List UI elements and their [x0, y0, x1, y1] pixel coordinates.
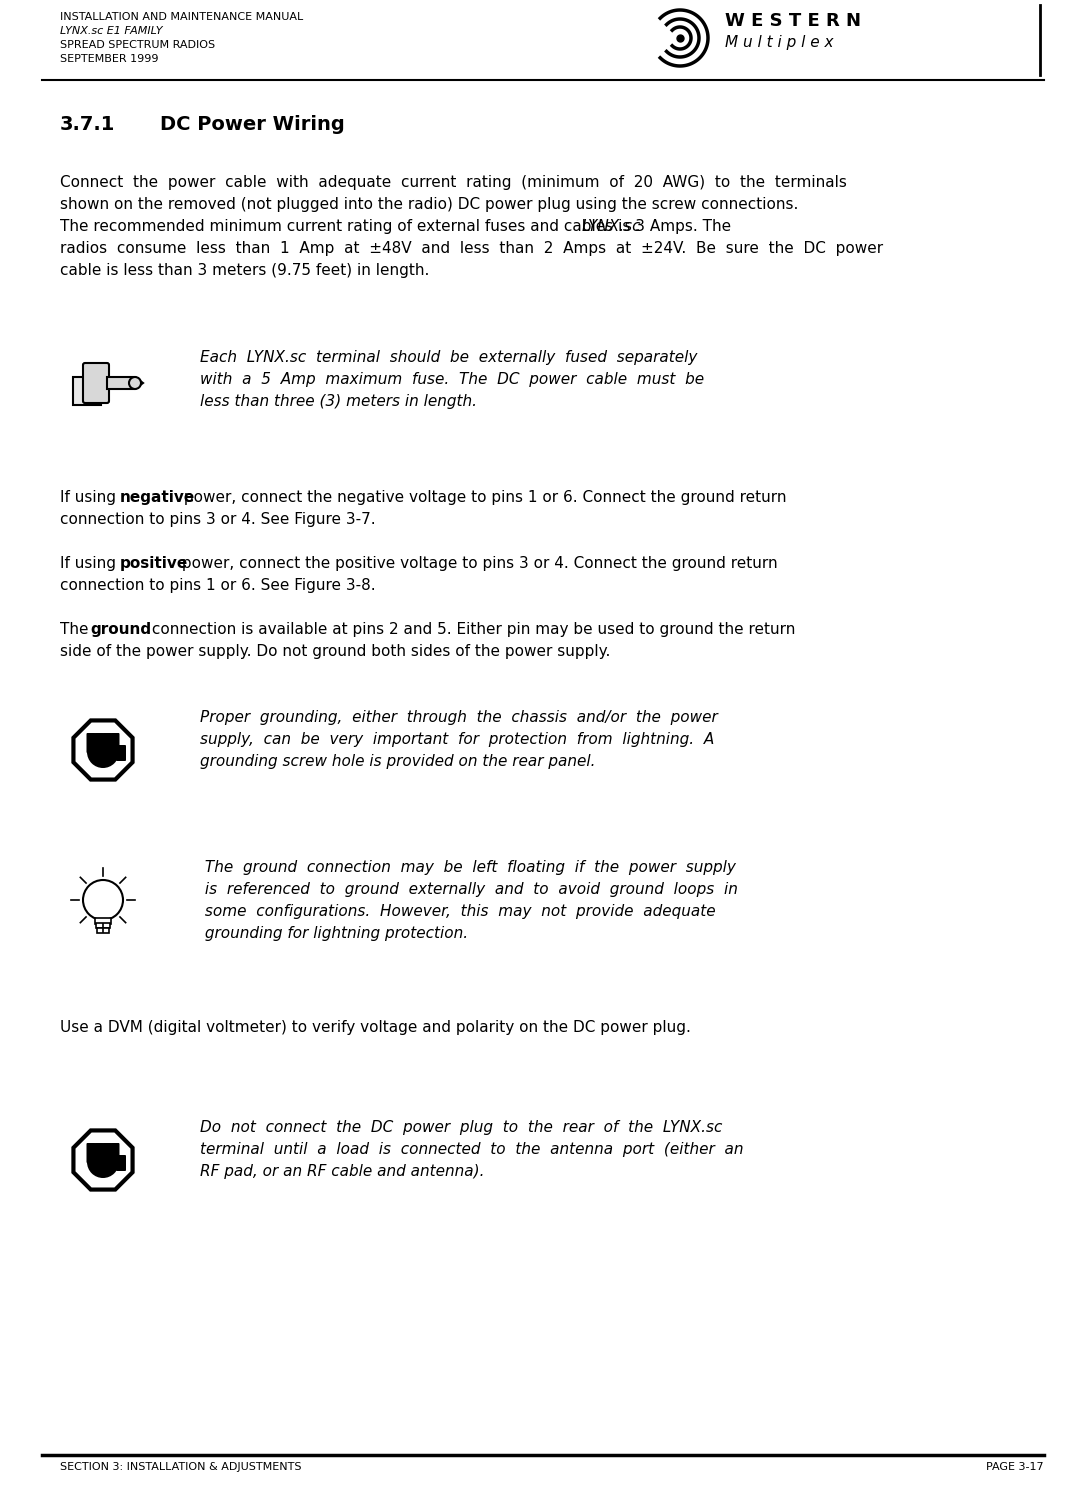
- Text: W E S T E R N: W E S T E R N: [725, 12, 861, 30]
- Text: SECTION 3: INSTALLATION & ADJUSTMENTS: SECTION 3: INSTALLATION & ADJUSTMENTS: [60, 1462, 302, 1472]
- Text: Use a DVM (digital voltmeter) to verify voltage and polarity on the DC power plu: Use a DVM (digital voltmeter) to verify …: [60, 1020, 691, 1035]
- FancyBboxPatch shape: [94, 733, 103, 757]
- Text: grounding for lightning protection.: grounding for lightning protection.: [200, 926, 468, 941]
- Text: SEPTEMBER 1999: SEPTEMBER 1999: [60, 54, 159, 64]
- FancyBboxPatch shape: [116, 745, 126, 761]
- Text: Proper  grounding,  either  through  the  chassis  and/or  the  power: Proper grounding, either through the cha…: [200, 711, 718, 726]
- Circle shape: [87, 736, 119, 767]
- FancyBboxPatch shape: [73, 377, 101, 405]
- Text: Each  LYNX.sc  terminal  should  be  externally  fused  separately: Each LYNX.sc terminal should be external…: [200, 350, 697, 365]
- Text: The: The: [60, 622, 93, 637]
- Text: DC Power Wiring: DC Power Wiring: [160, 115, 344, 135]
- Text: less than three (3) meters in length.: less than three (3) meters in length.: [200, 393, 477, 408]
- Text: negative: negative: [119, 491, 195, 506]
- FancyBboxPatch shape: [116, 1155, 126, 1171]
- Text: Do  not  connect  the  DC  power  plug  to  the  rear  of  the  LYNX.sc: Do not connect the DC power plug to the …: [200, 1121, 722, 1135]
- Text: Connect  the  power  cable  with  adequate  current  rating  (minimum  of  20  A: Connect the power cable with adequate cu…: [60, 175, 847, 190]
- Polygon shape: [74, 1131, 132, 1189]
- Text: INSTALLATION AND MAINTENANCE MANUAL: INSTALLATION AND MAINTENANCE MANUAL: [60, 12, 303, 22]
- FancyBboxPatch shape: [111, 1143, 119, 1161]
- Text: cable is less than 3 meters (9.75 feet) in length.: cable is less than 3 meters (9.75 feet) …: [60, 263, 429, 278]
- Text: shown on the removed (not plugged into the radio) DC power plug using the screw : shown on the removed (not plugged into t…: [60, 197, 798, 212]
- FancyBboxPatch shape: [94, 1143, 103, 1167]
- FancyBboxPatch shape: [97, 928, 109, 934]
- FancyBboxPatch shape: [87, 1143, 96, 1162]
- Text: The  ground  connection  may  be  left  floating  if  the  power  supply: The ground connection may be left floati…: [200, 860, 736, 875]
- Circle shape: [129, 377, 141, 389]
- Text: connection to pins 3 or 4. See Figure 3-7.: connection to pins 3 or 4. See Figure 3-…: [60, 512, 376, 527]
- Text: SPREAD SPECTRUM RADIOS: SPREAD SPECTRUM RADIOS: [60, 40, 215, 49]
- FancyBboxPatch shape: [94, 919, 111, 925]
- Text: ground: ground: [90, 622, 151, 637]
- Text: side of the power supply. Do not ground both sides of the power supply.: side of the power supply. Do not ground …: [60, 643, 610, 660]
- Circle shape: [83, 880, 123, 920]
- Text: If using: If using: [60, 557, 121, 571]
- Text: connection is available at pins 2 and 5. Either pin may be used to ground the re: connection is available at pins 2 and 5.…: [147, 622, 795, 637]
- Text: LYNX.sc E1 FAMILY: LYNX.sc E1 FAMILY: [60, 25, 163, 36]
- Text: M u l t i p l e x: M u l t i p l e x: [725, 34, 833, 49]
- Text: The recommended minimum current rating of external fuses and cables is 3 Amps. T: The recommended minimum current rating o…: [60, 218, 736, 233]
- Text: some  configurations.  However,  this  may  not  provide  adequate: some configurations. However, this may n…: [200, 904, 716, 919]
- Text: grounding screw hole is provided on the rear panel.: grounding screw hole is provided on the …: [200, 754, 595, 769]
- Text: with  a  5  Amp  maximum  fuse.  The  DC  power  cable  must  be: with a 5 Amp maximum fuse. The DC power …: [200, 373, 704, 387]
- FancyBboxPatch shape: [102, 1143, 112, 1167]
- Text: If using: If using: [60, 491, 121, 506]
- FancyBboxPatch shape: [111, 733, 119, 751]
- FancyBboxPatch shape: [96, 923, 110, 928]
- Text: PAGE 3-17: PAGE 3-17: [986, 1462, 1044, 1472]
- Text: is  referenced  to  ground  externally  and  to  avoid  ground  loops  in: is referenced to ground externally and t…: [200, 883, 737, 898]
- Text: radios  consume  less  than  1  Amp  at  ±48V  and  less  than  2  Amps  at  ±24: radios consume less than 1 Amp at ±48V a…: [60, 241, 883, 256]
- FancyBboxPatch shape: [102, 733, 112, 757]
- Text: positive: positive: [119, 557, 188, 571]
- Text: LYNX.sc: LYNX.sc: [581, 218, 641, 233]
- Polygon shape: [74, 721, 132, 779]
- FancyBboxPatch shape: [83, 364, 109, 402]
- Circle shape: [87, 1146, 119, 1177]
- Text: connection to pins 1 or 6. See Figure 3-8.: connection to pins 1 or 6. See Figure 3-…: [60, 577, 376, 592]
- Text: 3.7.1: 3.7.1: [60, 115, 115, 135]
- Text: terminal  until  a  load  is  connected  to  the  antenna  port  (either  an: terminal until a load is connected to th…: [200, 1141, 744, 1156]
- FancyBboxPatch shape: [87, 733, 96, 752]
- Text: power, connect the positive voltage to pins 3 or 4. Connect the ground return: power, connect the positive voltage to p…: [177, 557, 778, 571]
- Text: supply,  can  be  very  important  for  protection  from  lightning.  A: supply, can be very important for protec…: [200, 732, 715, 747]
- Text: RF pad, or an RF cable and antenna).: RF pad, or an RF cable and antenna).: [200, 1164, 484, 1179]
- Text: power, connect the negative voltage to pins 1 or 6. Connect the ground return: power, connect the negative voltage to p…: [179, 491, 786, 506]
- Polygon shape: [108, 377, 143, 389]
